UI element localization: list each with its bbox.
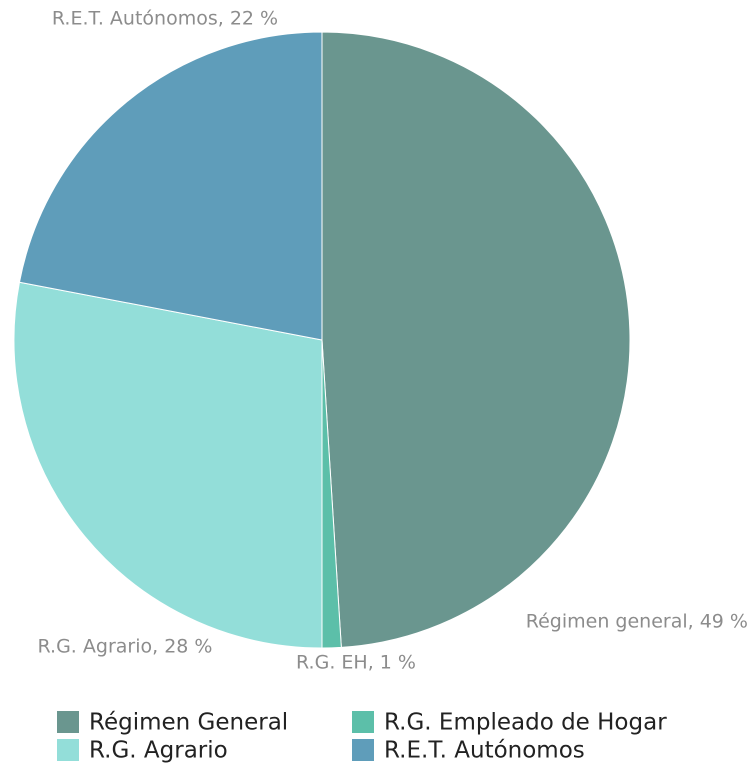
legend-swatch — [352, 711, 374, 733]
legend-swatch — [57, 711, 79, 733]
data-label: Régimen general, 49 % — [526, 611, 748, 633]
data-label: R.E.T. Autónomos, 22 % — [52, 8, 278, 30]
pie-slice — [18, 31, 323, 341]
legend-label: R.G. Agrario — [89, 738, 228, 764]
legend-label: R.G. Empleado de Hogar — [384, 710, 667, 736]
data-label: R.G. EH, 1 % — [296, 652, 416, 674]
legend-label: R.E.T. Autónomos — [384, 738, 585, 764]
legend-swatch — [57, 739, 79, 761]
legend-swatch — [352, 739, 374, 761]
pie-slice — [321, 31, 631, 648]
data-label: R.G. Agrario, 28 % — [38, 636, 213, 658]
pie-slice — [13, 281, 323, 649]
legend-label: Régimen General — [89, 710, 288, 736]
